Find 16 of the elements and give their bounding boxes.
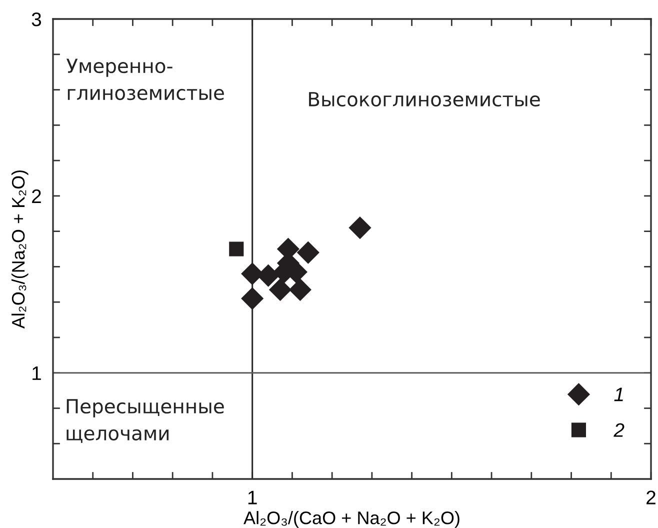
point: [288, 278, 312, 301]
point: [241, 287, 264, 310]
x-axis-title: Al₂O₃/(CaO + Na₂O + K₂O): [244, 511, 460, 528]
annotation: Пересыщенные щелочами: [66, 399, 224, 443]
y-tick-label: 1: [32, 366, 41, 380]
annotation: Умеренно- глиноземистые: [66, 58, 224, 100]
point: [229, 242, 244, 256]
y-axis-title: Al₂O₃/(Na₂O + K₂O): [11, 170, 28, 329]
point: [296, 241, 320, 264]
y-tick-label: 3: [32, 12, 42, 26]
point: [348, 216, 372, 240]
legend-label: 2: [614, 423, 624, 437]
point: [268, 278, 292, 301]
legend-label: 1: [614, 388, 623, 402]
annotation: Высокоглиноземистые: [309, 92, 540, 107]
y-tick-label: 2: [32, 189, 41, 203]
